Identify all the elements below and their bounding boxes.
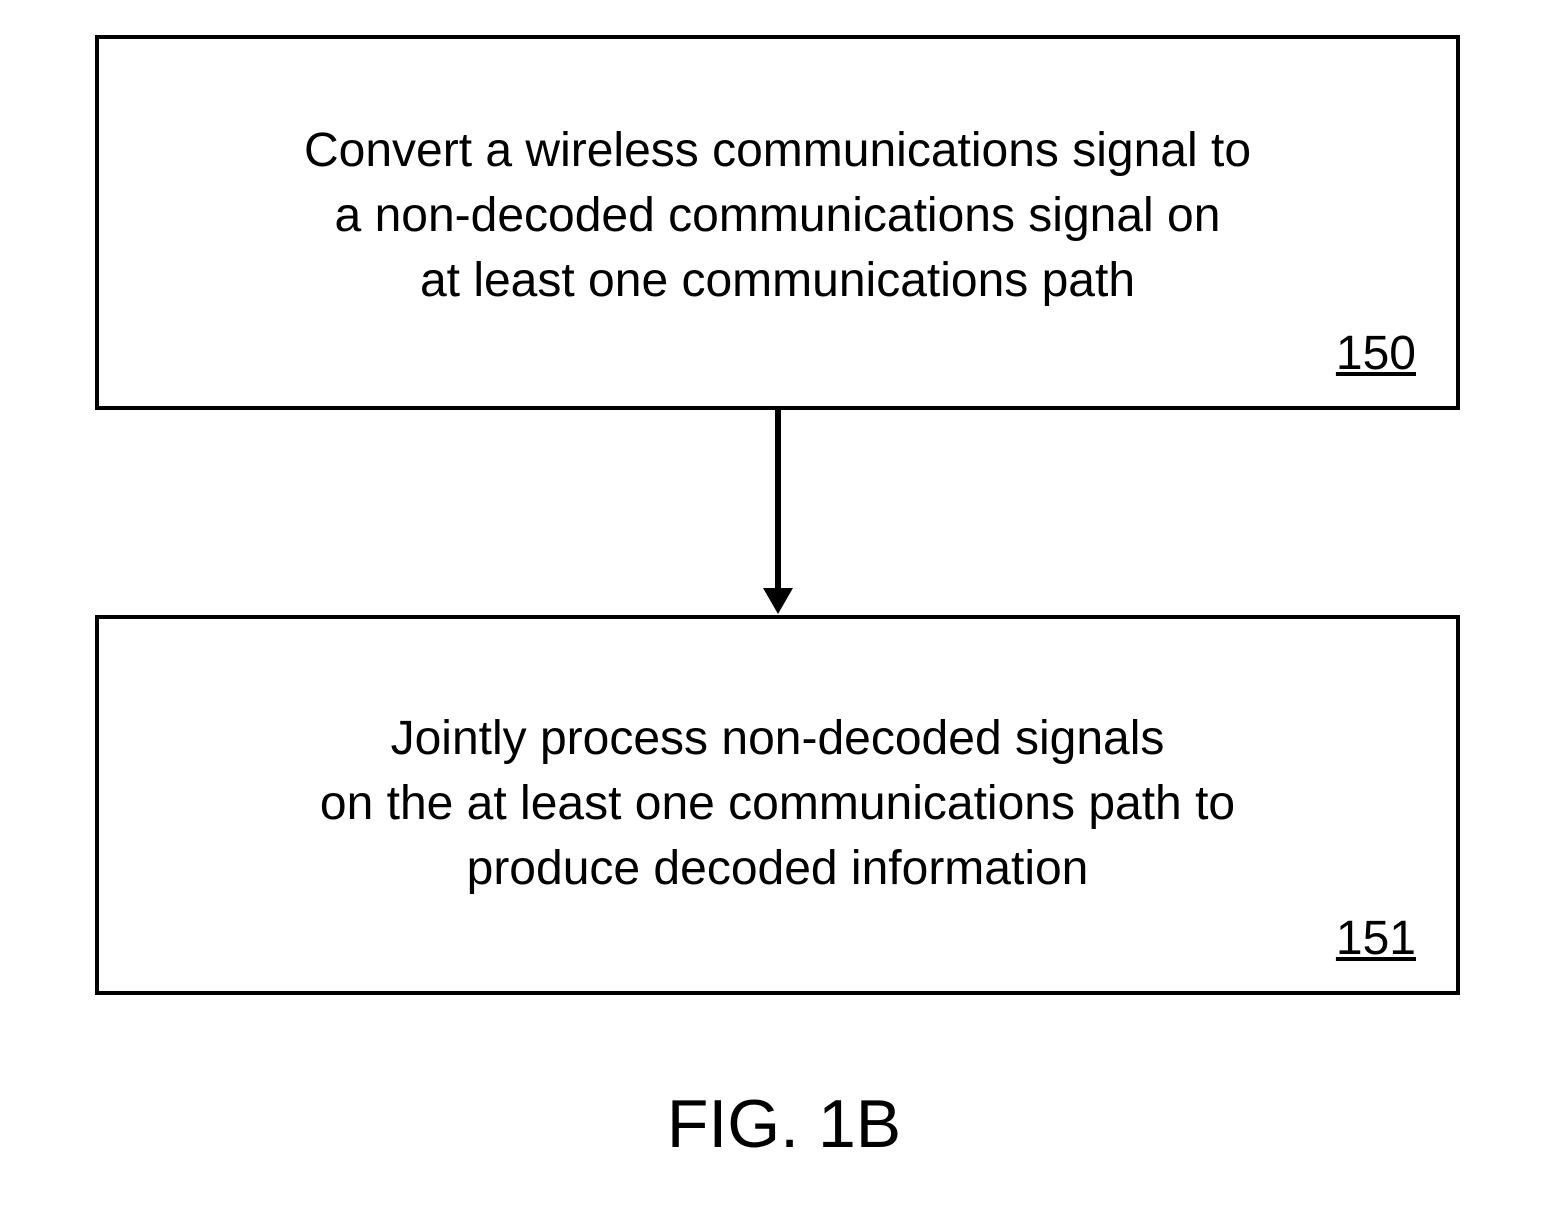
flowchart-box-2-text: Jointly process non-decoded signalson th… xyxy=(99,707,1456,901)
figure-label: FIG. 1B xyxy=(0,1085,1568,1163)
flowchart-arrow-line xyxy=(775,410,781,590)
flowchart-box-1-text: Convert a wireless communications signal… xyxy=(99,119,1456,313)
flowchart-arrow-head xyxy=(763,588,793,614)
flowchart-box-1: Convert a wireless communications signal… xyxy=(95,35,1460,410)
flowchart-box-1-number: 150 xyxy=(1336,326,1416,381)
flowchart-box-2: Jointly process non-decoded signalson th… xyxy=(95,615,1460,995)
flowchart-box-2-number: 151 xyxy=(1336,911,1416,966)
